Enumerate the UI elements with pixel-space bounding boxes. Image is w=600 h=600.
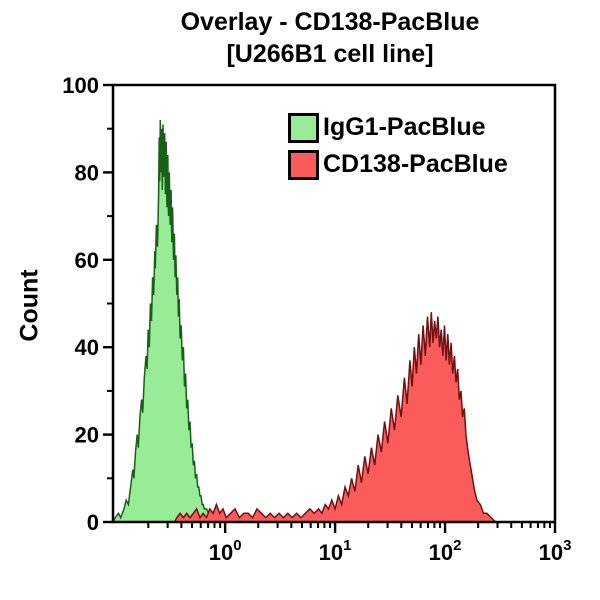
- histogram-series-1: [173, 312, 498, 523]
- legend-label-igg1: IgG1-PacBlue: [323, 113, 486, 141]
- chart-title: Overlay - CD138-PacBlue: [180, 8, 480, 36]
- plot-frame: [111, 83, 557, 524]
- y-tick-label: 0: [87, 510, 99, 535]
- legend-item-igg1: IgG1-PacBlue: [288, 112, 486, 143]
- x-tick-label: 103: [539, 537, 572, 565]
- y-tick-label: 40: [75, 335, 99, 360]
- legend-item-cd138: CD138-PacBlue: [288, 149, 508, 180]
- legend-label-cd138: CD138-PacBlue: [323, 150, 508, 178]
- x-tick-label: 102: [429, 537, 462, 565]
- y-tick-label: 80: [75, 160, 99, 185]
- x-tick-label: 101: [319, 537, 352, 565]
- x-tick-label: 100: [209, 537, 242, 565]
- legend-swatch-green: [288, 112, 319, 143]
- chart-title-block: Overlay - CD138-PacBlue [U266B1 cell lin…: [90, 6, 570, 70]
- chart-subtitle: [U266B1 cell line]: [226, 40, 434, 68]
- legend-swatch-red: [288, 149, 319, 180]
- y-tick-label: 20: [75, 423, 99, 448]
- y-tick-label: 60: [75, 248, 99, 273]
- histogram-series-0: [111, 119, 225, 523]
- y-tick-label: 100: [62, 73, 99, 98]
